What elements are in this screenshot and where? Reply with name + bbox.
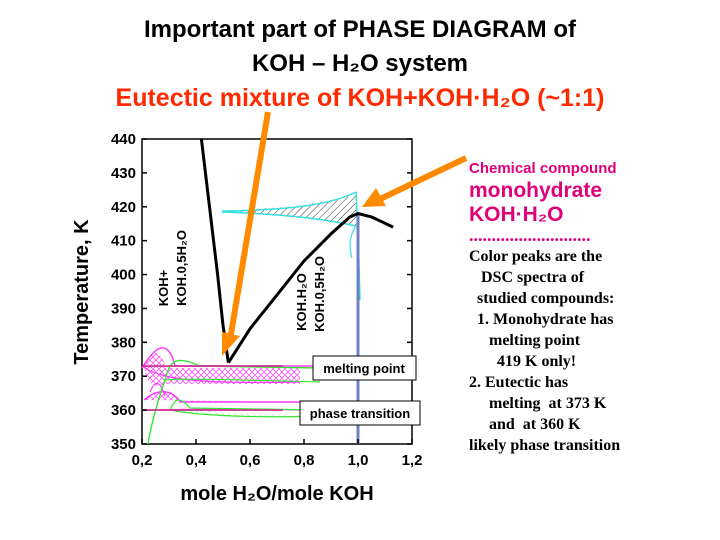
x-axis-ticks: 0,2 0,4 0,6 0,8 1,0 1,2: [132, 439, 423, 469]
compound-formula: KOH·H₂O: [469, 203, 564, 226]
compound-name: monohydrate: [469, 179, 603, 202]
eutectic-arrow: [222, 111, 271, 356]
y-tick-label: 370: [111, 368, 136, 385]
compound-label: Chemical compound: [469, 160, 617, 177]
note-line: melting at 373 K: [469, 395, 607, 412]
x-tick-label: 0,4: [186, 452, 208, 469]
x-tick-label: 1,0: [348, 452, 369, 469]
y-tick-label: 360: [111, 402, 136, 419]
y-tick-label: 440: [111, 131, 136, 148]
note-line: 419 K only!: [469, 353, 577, 370]
note-line: Color peaks are the: [469, 248, 603, 265]
title-line-3: Eutectic mixture of KOH+KOH·H₂O (~1:1): [115, 84, 605, 112]
x-tick-label: 0,6: [240, 452, 261, 469]
note-line: likely phase transition: [469, 437, 621, 454]
melting-point-box: [312, 355, 417, 381]
note-line: DSC spectra of: [469, 269, 585, 286]
region-label-1-line-2: KOH.0,5H₂O: [174, 230, 189, 306]
y-tick-label: 430: [111, 165, 136, 182]
green-dsc-peaks: [147, 359, 321, 445]
region-label-2-line-1: KOH.H₂O: [294, 273, 309, 331]
melting-point-label: melting point: [323, 361, 405, 376]
region-label-1-line-1: KOH+: [156, 269, 171, 306]
note-line: 2. Eutectic has: [469, 374, 569, 391]
region-label-2-line-2: KOH.0,5H₂O: [312, 256, 327, 332]
title-line-1: Important part of PHASE DIAGRAM of: [144, 16, 576, 43]
phase-transition-label: phase transition: [310, 406, 410, 421]
title-line-2: KOH – H₂O system: [251, 50, 469, 77]
dotted-separator: ...........................: [469, 225, 591, 245]
y-tick-label: 410: [111, 233, 136, 250]
guide-lines: [142, 365, 283, 411]
liquidus-right-curve: [227, 212, 394, 364]
y-tick-label: 350: [111, 436, 136, 453]
note-line: 1. Monohydrate has: [469, 311, 614, 328]
y-axis-ticks: 350 360 370 380 390 400 410 420 430 440: [111, 131, 412, 453]
note-line: melting point: [469, 332, 581, 349]
plot-frame: [141, 138, 413, 445]
y-tick-label: 380: [111, 334, 136, 351]
x-tick-label: 1,2: [402, 452, 423, 469]
note-line: and at 360 K: [469, 416, 581, 433]
y-tick-label: 390: [111, 300, 136, 317]
y-tick-label: 400: [111, 267, 136, 284]
x-axis-label: mole H₂O/mole KOH: [180, 483, 373, 505]
x-tick-label: 0,8: [294, 452, 315, 469]
y-axis-label: Temperature, K: [71, 219, 93, 365]
x-tick-label: 0,2: [132, 452, 153, 469]
y-tick-label: 420: [111, 199, 136, 216]
sidebar-notes: Chemical compound monohydrate KOH·H₂O ..…: [469, 160, 719, 456]
phase-transition-box: [299, 400, 421, 426]
monohydrate-arrow: [362, 155, 468, 207]
note-line: studied compounds:: [469, 290, 615, 307]
